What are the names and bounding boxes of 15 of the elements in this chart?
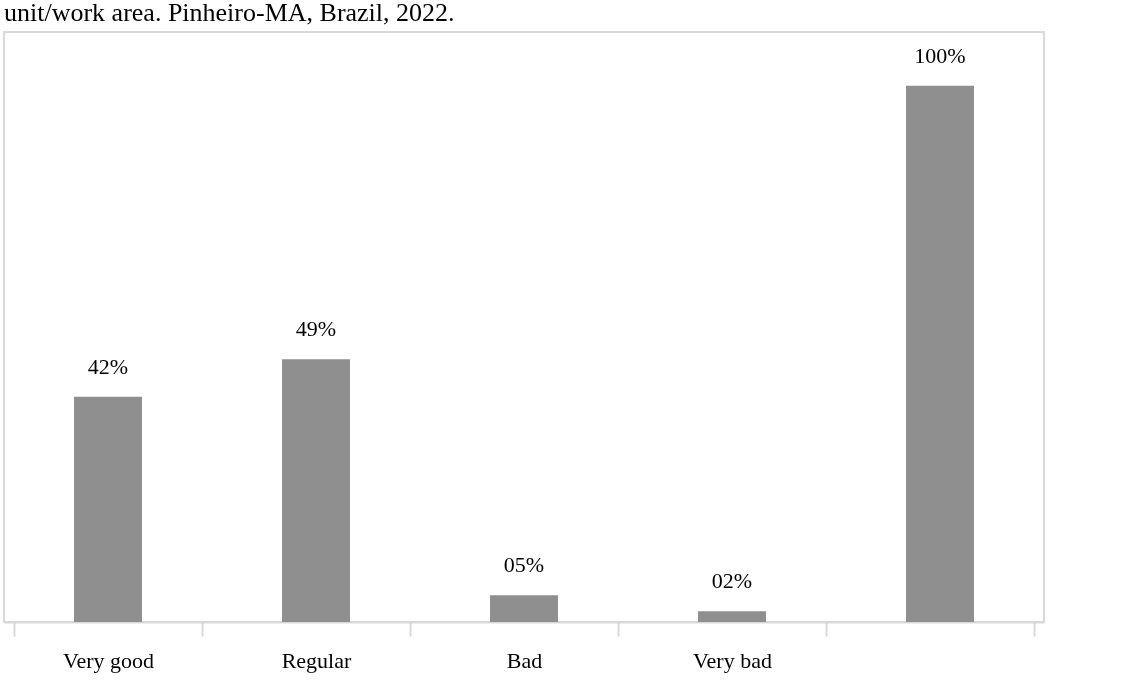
x-tick-label: Bad — [506, 647, 543, 673]
bar — [74, 396, 142, 622]
chart-title: unit/work area. Pinheiro-MA, Brazil, 2022. — [4, 0, 455, 27]
x-tick-label: Very bad — [693, 647, 772, 673]
x-tick-label: Regular — [281, 647, 352, 673]
bar — [906, 85, 974, 622]
data-label: 05% — [503, 552, 545, 578]
bar — [282, 359, 350, 622]
data-label: 100% — [914, 42, 966, 68]
bar — [490, 595, 558, 622]
data-label: 49% — [295, 316, 337, 342]
x-tick-label: Very good — [62, 647, 155, 673]
data-label: 02% — [711, 568, 753, 594]
bar — [698, 611, 766, 622]
data-label: 42% — [87, 353, 129, 379]
